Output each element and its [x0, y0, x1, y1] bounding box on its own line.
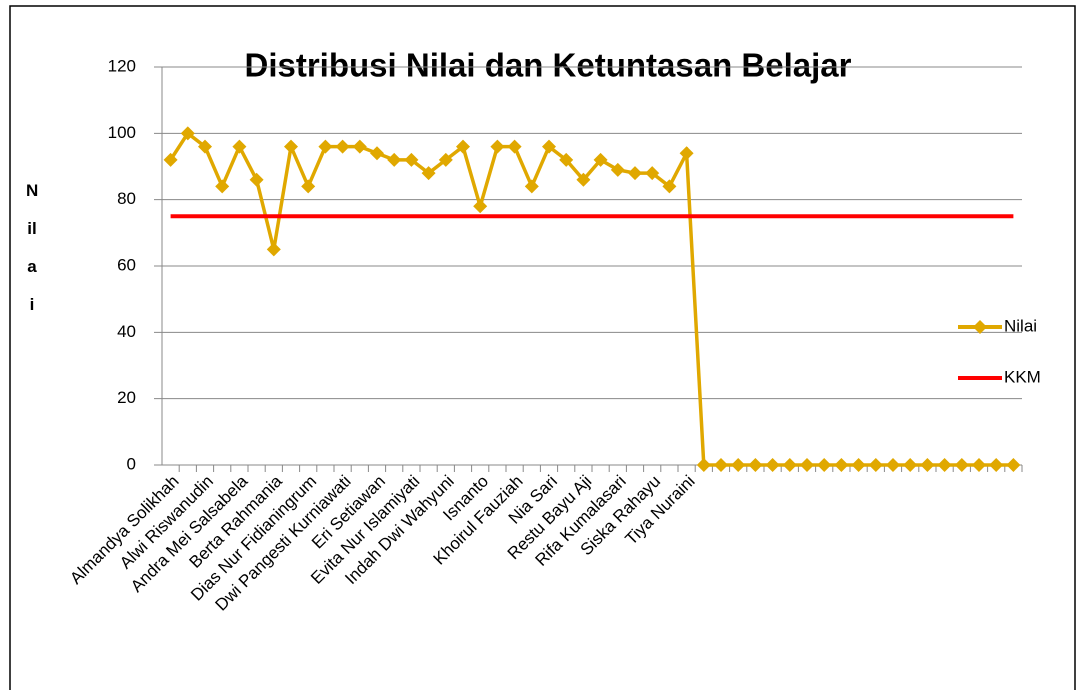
point-marker: [1006, 458, 1021, 472]
legend-label: Nilai: [1004, 316, 1037, 335]
point-marker: [851, 458, 866, 472]
point-marker: [404, 152, 419, 167]
point-marker: [937, 458, 952, 472]
point-marker: [903, 458, 918, 472]
point-marker: [473, 199, 488, 214]
point-marker: [421, 166, 436, 181]
point-marker: [920, 458, 935, 472]
point-marker: [232, 139, 247, 154]
point-marker: [524, 179, 539, 194]
point-marker: [714, 458, 728, 472]
point-marker: [989, 458, 1004, 472]
point-marker: [800, 458, 814, 472]
legend-label: KKM: [1004, 367, 1041, 386]
point-marker: [490, 139, 505, 154]
point-marker: [765, 458, 780, 472]
point-marker: [782, 458, 797, 472]
chart-title: Distribusi Nilai dan Ketuntasan Belajar: [245, 47, 852, 84]
point-marker: [610, 162, 625, 177]
y-tick-label: 0: [127, 454, 136, 473]
point-marker: [215, 179, 230, 194]
point-marker: [954, 458, 969, 472]
point-marker: [748, 458, 763, 472]
chart-border: [9, 5, 1076, 690]
point-marker: [370, 146, 384, 161]
y-tick-label: 20: [117, 388, 136, 407]
point-marker: [249, 172, 264, 187]
point-marker: [559, 152, 574, 167]
point-marker: [387, 152, 402, 167]
point-marker: [507, 139, 522, 154]
point-marker: [438, 152, 453, 167]
point-marker: [163, 152, 178, 167]
point-marker: [542, 139, 556, 154]
point-marker: [731, 458, 746, 472]
y-axis-label: Nilai: [26, 181, 39, 314]
point-marker: [593, 152, 608, 167]
point-marker: [180, 126, 195, 141]
point-marker: [834, 458, 849, 472]
point-marker: [645, 166, 660, 181]
point-marker: [266, 242, 281, 257]
y-tick-label: 120: [108, 56, 136, 75]
y-tick-label: 60: [117, 255, 136, 274]
y-tick-label: 80: [117, 189, 136, 208]
point-marker: [318, 139, 333, 154]
point-marker: [628, 166, 642, 181]
point-marker: [284, 139, 298, 154]
point-marker: [696, 458, 711, 472]
point-marker: [456, 139, 470, 154]
point-marker: [868, 458, 883, 472]
point-marker: [301, 179, 316, 194]
legend-marker: [973, 320, 987, 334]
point-marker: [817, 458, 832, 472]
y-tick-label: 40: [117, 322, 136, 341]
point-marker: [662, 179, 677, 194]
y-tick-label: 100: [108, 123, 136, 142]
point-marker: [886, 458, 900, 472]
point-marker: [352, 139, 367, 154]
point-marker: [335, 139, 350, 154]
point-marker: [972, 458, 986, 472]
point-marker: [198, 139, 212, 154]
point-marker: [679, 146, 694, 161]
point-marker: [576, 172, 591, 187]
